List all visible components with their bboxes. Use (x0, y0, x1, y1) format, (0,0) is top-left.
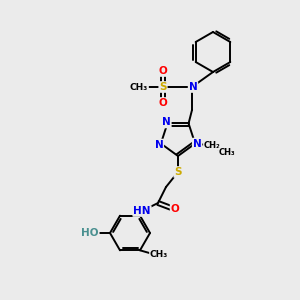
Text: CH₂: CH₂ (204, 141, 220, 150)
Text: CH₃: CH₃ (130, 82, 148, 91)
Text: O: O (159, 66, 167, 76)
Text: HO: HO (81, 228, 99, 238)
Text: S: S (159, 82, 167, 92)
Text: S: S (174, 167, 182, 177)
Text: N: N (193, 139, 202, 148)
Text: CH₃: CH₃ (219, 148, 236, 157)
Text: CH₃: CH₃ (150, 250, 168, 259)
Text: O: O (159, 98, 167, 108)
Text: N: N (189, 82, 197, 92)
Text: N: N (154, 140, 163, 150)
Text: N: N (162, 117, 171, 128)
Text: O: O (171, 204, 179, 214)
Text: HN: HN (133, 206, 151, 216)
